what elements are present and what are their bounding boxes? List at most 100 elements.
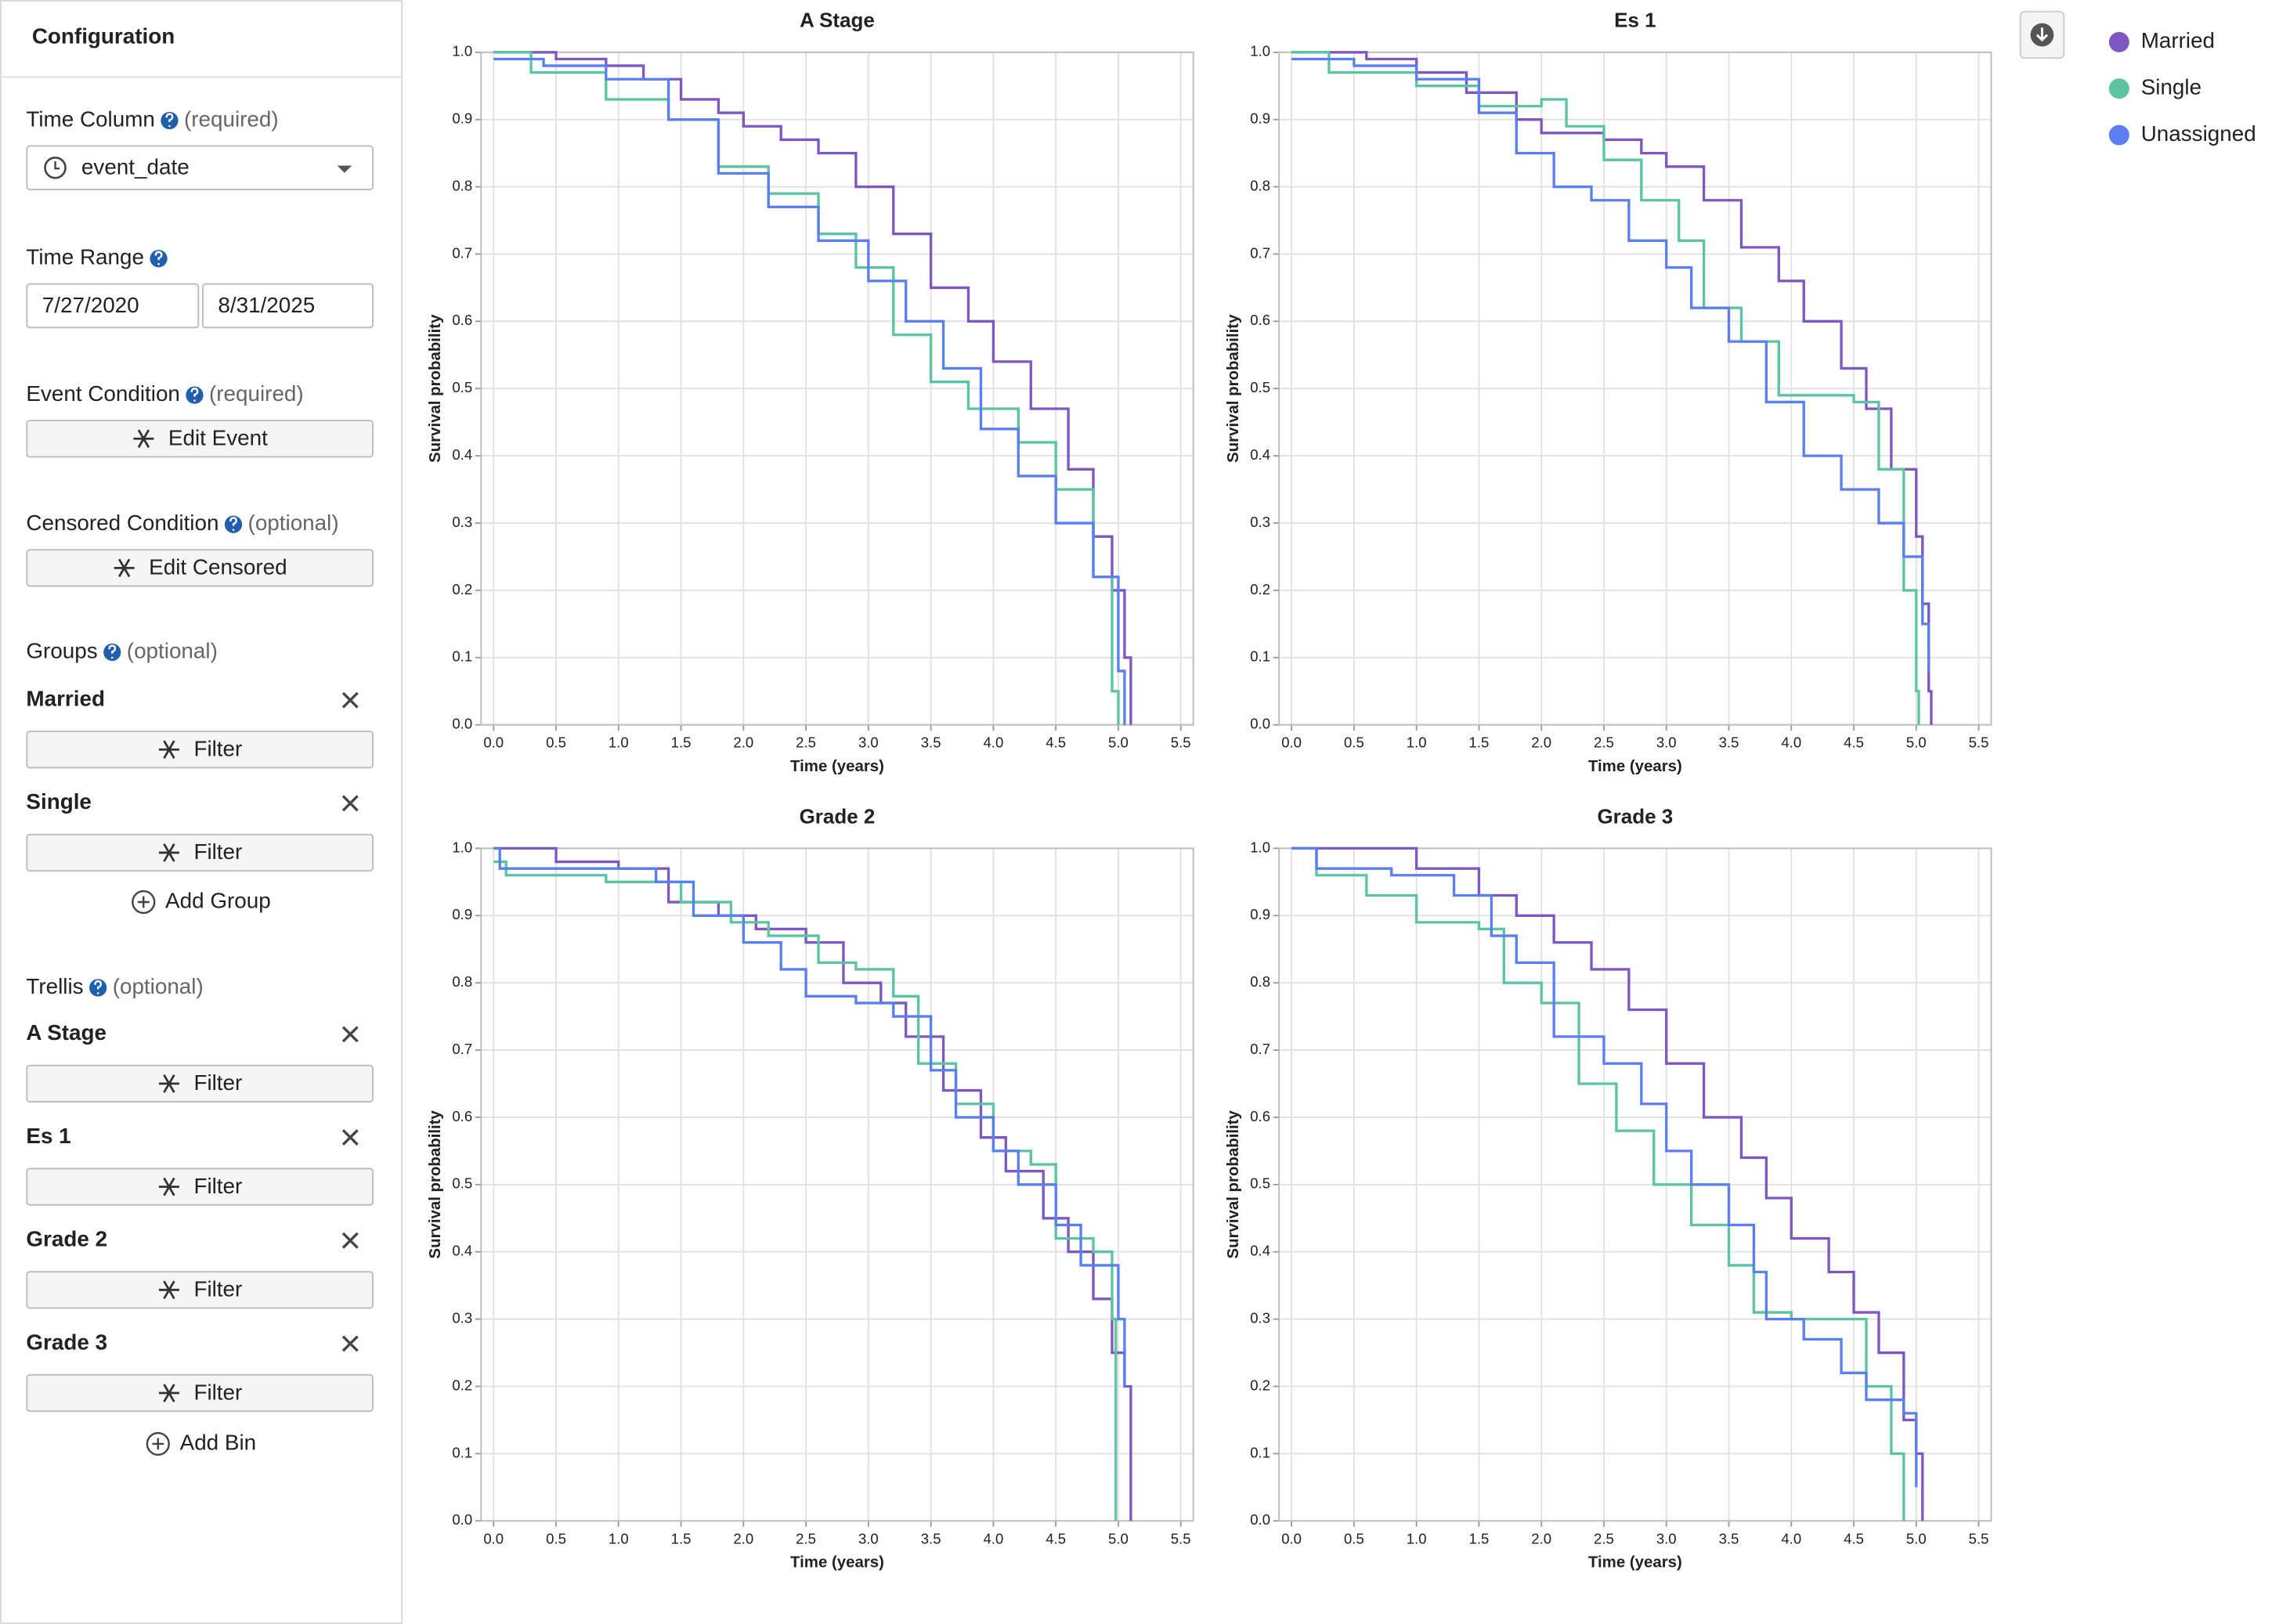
survival-curve — [1291, 846, 1905, 1521]
y-tick-label: 0.5 — [1250, 379, 1270, 395]
y-tick-label: 0.6 — [452, 1108, 472, 1124]
date-input[interactable] — [201, 283, 374, 329]
x-tick-label: 2.5 — [796, 1530, 816, 1546]
asterisk-icon — [158, 1074, 179, 1093]
trellis-name: Grade 2 — [26, 1227, 107, 1251]
y-tick-label: 0.6 — [452, 312, 472, 328]
remove-icon[interactable] — [341, 1129, 359, 1146]
x-tick-label: 0.0 — [1281, 734, 1302, 751]
button[interactable] — [26, 1167, 374, 1206]
y-tick-label: 0.6 — [1250, 1108, 1270, 1124]
x-tick-label: 2.0 — [1531, 1530, 1551, 1546]
y-axis-title: Survival probability — [427, 1110, 444, 1259]
help-mark — [94, 980, 103, 994]
y-tick-label: 0.1 — [452, 1444, 472, 1460]
button-label: Edit Event — [168, 426, 268, 450]
trellis-name: A Stage — [26, 1020, 107, 1045]
survival-curve — [1291, 846, 1924, 1521]
x-tick-label: 0.5 — [546, 1530, 566, 1546]
y-tick-label: 0.7 — [1250, 244, 1270, 261]
chart-title: A Stage — [800, 9, 875, 32]
x-tick-label: 5.0 — [1108, 1530, 1129, 1546]
remove-icon[interactable] — [341, 1335, 359, 1352]
y-tick-label: 0.9 — [1250, 110, 1270, 127]
asterisk-icon — [114, 558, 135, 578]
help-mark — [229, 517, 237, 531]
y-tick-label: 0.4 — [452, 1243, 472, 1259]
survival-curve — [493, 846, 1132, 1521]
dropdown[interactable] — [26, 145, 374, 191]
remove-icon[interactable] — [341, 1026, 359, 1043]
x-tick-label: 4.0 — [984, 734, 1004, 751]
y-tick-label: 0.3 — [452, 514, 472, 530]
add-icon-plus — [137, 896, 150, 908]
help-mark — [154, 251, 163, 265]
trellis-name: Es 1 — [26, 1124, 70, 1148]
y-tick-label: 0.4 — [1250, 1243, 1270, 1259]
y-axis-title: Survival probability — [1225, 1110, 1242, 1259]
asterisk-icon — [158, 1384, 179, 1402]
plot-frame — [480, 847, 1194, 1522]
sidebar-title: Configuration — [32, 24, 175, 49]
button[interactable] — [26, 1064, 374, 1103]
y-tick-label: 0.5 — [452, 379, 472, 395]
x-tick-label: 3.5 — [921, 1530, 941, 1546]
asterisk-icon — [133, 429, 154, 449]
x-tick-label: 4.0 — [1781, 1530, 1801, 1546]
button[interactable] — [26, 731, 374, 769]
button[interactable] — [26, 1271, 374, 1309]
add-link[interactable]: Add Group — [165, 888, 271, 912]
y-tick-label: 0.1 — [1250, 1444, 1270, 1460]
x-tick-label: 1.5 — [671, 1530, 692, 1546]
group-name: Married — [26, 687, 105, 711]
legend-swatch — [2108, 78, 2129, 99]
button[interactable] — [26, 833, 374, 872]
group-name: Single — [26, 789, 92, 814]
dropdown-value: event_date — [81, 155, 190, 179]
field-label: Time Column — [26, 106, 154, 131]
y-tick-label: 0.8 — [452, 973, 472, 990]
remove-icon[interactable] — [341, 795, 359, 812]
x-tick-label: 5.0 — [1906, 1530, 1927, 1546]
x-tick-label: 4.0 — [1781, 734, 1801, 751]
dropdown-caret — [337, 165, 352, 173]
x-tick-label: 4.5 — [1046, 734, 1066, 751]
download-arrow — [2035, 27, 2049, 42]
legend-label: Married — [2141, 28, 2215, 52]
legend-label: Unassigned — [2141, 121, 2256, 146]
date-input[interactable] — [26, 283, 200, 329]
asterisk-icon — [158, 1177, 179, 1196]
legend-swatch — [2108, 31, 2129, 52]
button-label: Filter — [193, 737, 242, 761]
y-axis-title: Survival probability — [427, 314, 444, 463]
button[interactable] — [26, 549, 374, 587]
button[interactable] — [26, 420, 374, 458]
x-tick-label: 1.5 — [1469, 1530, 1490, 1546]
help-mark — [190, 388, 199, 402]
remove-icon[interactable] — [341, 691, 359, 709]
y-tick-label: 0.2 — [452, 581, 472, 597]
date-end: 8/31/2025 — [218, 293, 315, 317]
button[interactable] — [26, 1373, 374, 1413]
y-tick-label: 0.7 — [1250, 1041, 1270, 1057]
y-tick-label: 1.0 — [1250, 839, 1270, 855]
y-tick-label: 0.3 — [1250, 1310, 1270, 1326]
field-label: Event Condition — [26, 381, 180, 406]
x-tick-label: 2.0 — [1531, 734, 1551, 751]
x-tick-label: 0.5 — [546, 734, 566, 751]
x-tick-label: 3.0 — [858, 734, 879, 751]
field-note: (optional) — [127, 638, 218, 662]
y-tick-label: 0.7 — [452, 1041, 472, 1057]
y-tick-label: 0.9 — [1250, 906, 1270, 922]
plot-frame — [1278, 51, 1992, 726]
field-label: Time Range — [26, 245, 144, 269]
x-tick-label: 3.5 — [1719, 734, 1739, 751]
remove-icon[interactable] — [341, 1232, 359, 1249]
legend-swatch — [2108, 125, 2129, 146]
add-link[interactable]: Add Bin — [180, 1430, 256, 1454]
field-note: (required) — [209, 381, 304, 406]
x-tick-label: 0.5 — [1344, 734, 1364, 751]
y-tick-label: 1.0 — [452, 839, 472, 855]
survival-curve — [493, 57, 1126, 725]
